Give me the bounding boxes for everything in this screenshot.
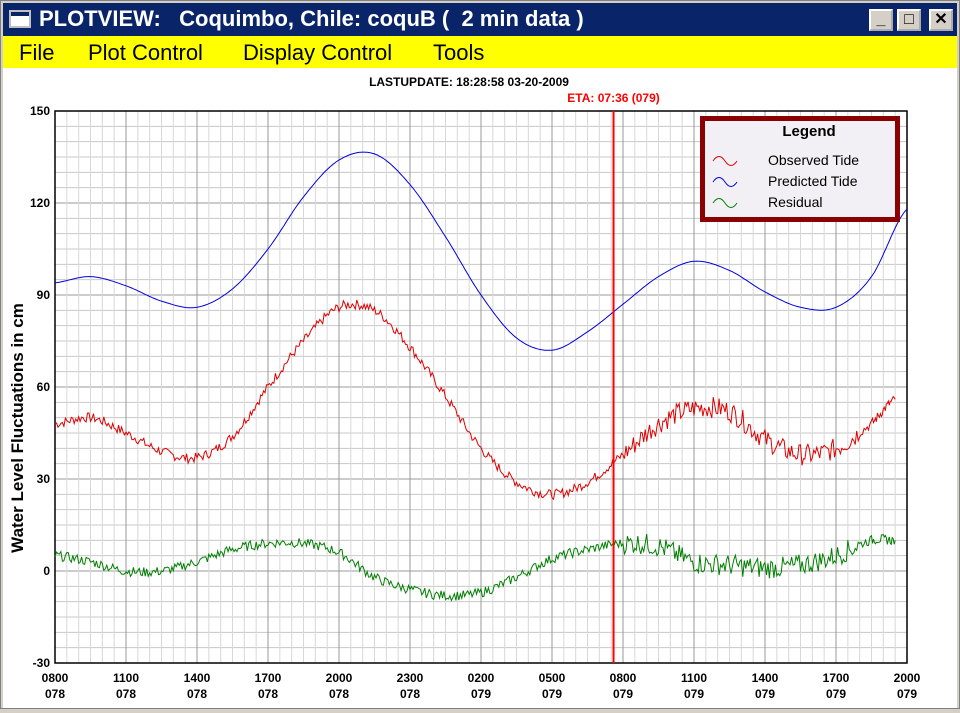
plot-area: LASTUPDATE: 18:28:58 03-20-2009 ETA: 07:… <box>3 68 957 708</box>
x-tick-day: 079 <box>613 687 633 701</box>
menu-display-control[interactable]: Display Control <box>243 40 393 65</box>
x-tick-day: 078 <box>116 687 136 701</box>
x-tick-time: 1400 <box>184 671 211 685</box>
close-button[interactable]: ✕ <box>929 9 953 31</box>
legend-swatch-residual <box>712 198 738 208</box>
menu-file[interactable]: File <box>19 40 55 65</box>
y-tick-label: 120 <box>30 196 50 210</box>
menu-plot-control[interactable]: Plot Control <box>88 40 203 65</box>
x-tick-time: 0200 <box>468 671 495 685</box>
x-tick-day: 078 <box>329 687 349 701</box>
x-tick-time: 0800 <box>42 671 69 685</box>
eta-label: ETA: 07:36 (079) <box>567 91 659 105</box>
window-title: PLOTVIEW: Coquimbo, Chile: coquB ( 2 min… <box>39 6 584 31</box>
y-tick-label: -30 <box>33 656 51 670</box>
x-tick-time: 2000 <box>894 671 921 685</box>
maximize-icon: □ <box>904 11 914 28</box>
x-tick-day: 079 <box>897 687 917 701</box>
tick-labels: 1501209060300-30080007811000781400078170… <box>30 104 921 701</box>
x-tick-day: 079 <box>684 687 704 701</box>
x-tick-time: 2000 <box>326 671 353 685</box>
x-tick-time: 1100 <box>113 671 139 685</box>
legend-entry-residual: Residual <box>768 194 822 210</box>
title-bar[interactable]: PLOTVIEW: Coquimbo, Chile: coquB ( 2 min… <box>3 3 957 36</box>
x-tick-time: 1700 <box>823 671 850 685</box>
last-update-label: LASTUPDATE: 18:28:58 03-20-2009 <box>369 75 569 89</box>
x-tick-time: 1700 <box>255 671 282 685</box>
y-tick-label: 30 <box>37 472 51 486</box>
app-window-icon <box>9 10 31 28</box>
y-axis-label: Water Level Fluctuations in cm <box>8 303 27 553</box>
minimize-button[interactable]: _ <box>869 9 893 31</box>
series-line-predicted-tide <box>54 151 908 351</box>
x-tick-day: 078 <box>258 687 278 701</box>
series-lines <box>54 151 908 602</box>
x-tick-time: 2300 <box>397 671 424 685</box>
series-line-residual <box>54 533 896 602</box>
x-tick-time: 1400 <box>752 671 779 685</box>
close-icon: ✕ <box>934 11 948 28</box>
legend-swatch-observed <box>712 156 738 166</box>
x-tick-day: 079 <box>755 687 775 701</box>
x-tick-day: 078 <box>45 687 65 701</box>
legend-entry-predicted: Predicted Tide <box>768 173 858 189</box>
x-tick-day: 079 <box>826 687 846 701</box>
menu-tools[interactable]: Tools <box>433 40 485 65</box>
y-tick-label: 90 <box>37 288 51 302</box>
legend-title: Legend <box>782 123 835 140</box>
y-tick-label: 150 <box>30 104 50 118</box>
x-tick-time: 0500 <box>539 671 566 685</box>
y-tick-label: 0 <box>43 564 50 578</box>
plot-frame <box>54 110 908 664</box>
x-tick-day: 078 <box>187 687 207 701</box>
minimize-icon: _ <box>876 11 886 28</box>
y-tick-label: 60 <box>37 380 51 394</box>
series-line-observed-tide <box>54 299 896 501</box>
axes <box>54 110 908 664</box>
x-tick-time: 1100 <box>681 671 707 685</box>
x-tick-day: 079 <box>542 687 562 701</box>
x-tick-day: 079 <box>471 687 491 701</box>
x-tick-time: 0800 <box>610 671 637 685</box>
menu-bar: File Plot Control Display Control Tools <box>3 36 957 68</box>
legend-entry-observed: Observed Tide <box>768 152 859 168</box>
tide-chart: LASTUPDATE: 18:28:58 03-20-2009 ETA: 07:… <box>8 75 921 701</box>
maximize-button[interactable]: □ <box>897 9 921 31</box>
x-tick-day: 078 <box>400 687 420 701</box>
legend-box <box>705 121 895 217</box>
legend[interactable]: Legend Observed Tide Predicted Tide Resi… <box>700 116 900 222</box>
legend-swatch-predicted <box>712 177 738 187</box>
